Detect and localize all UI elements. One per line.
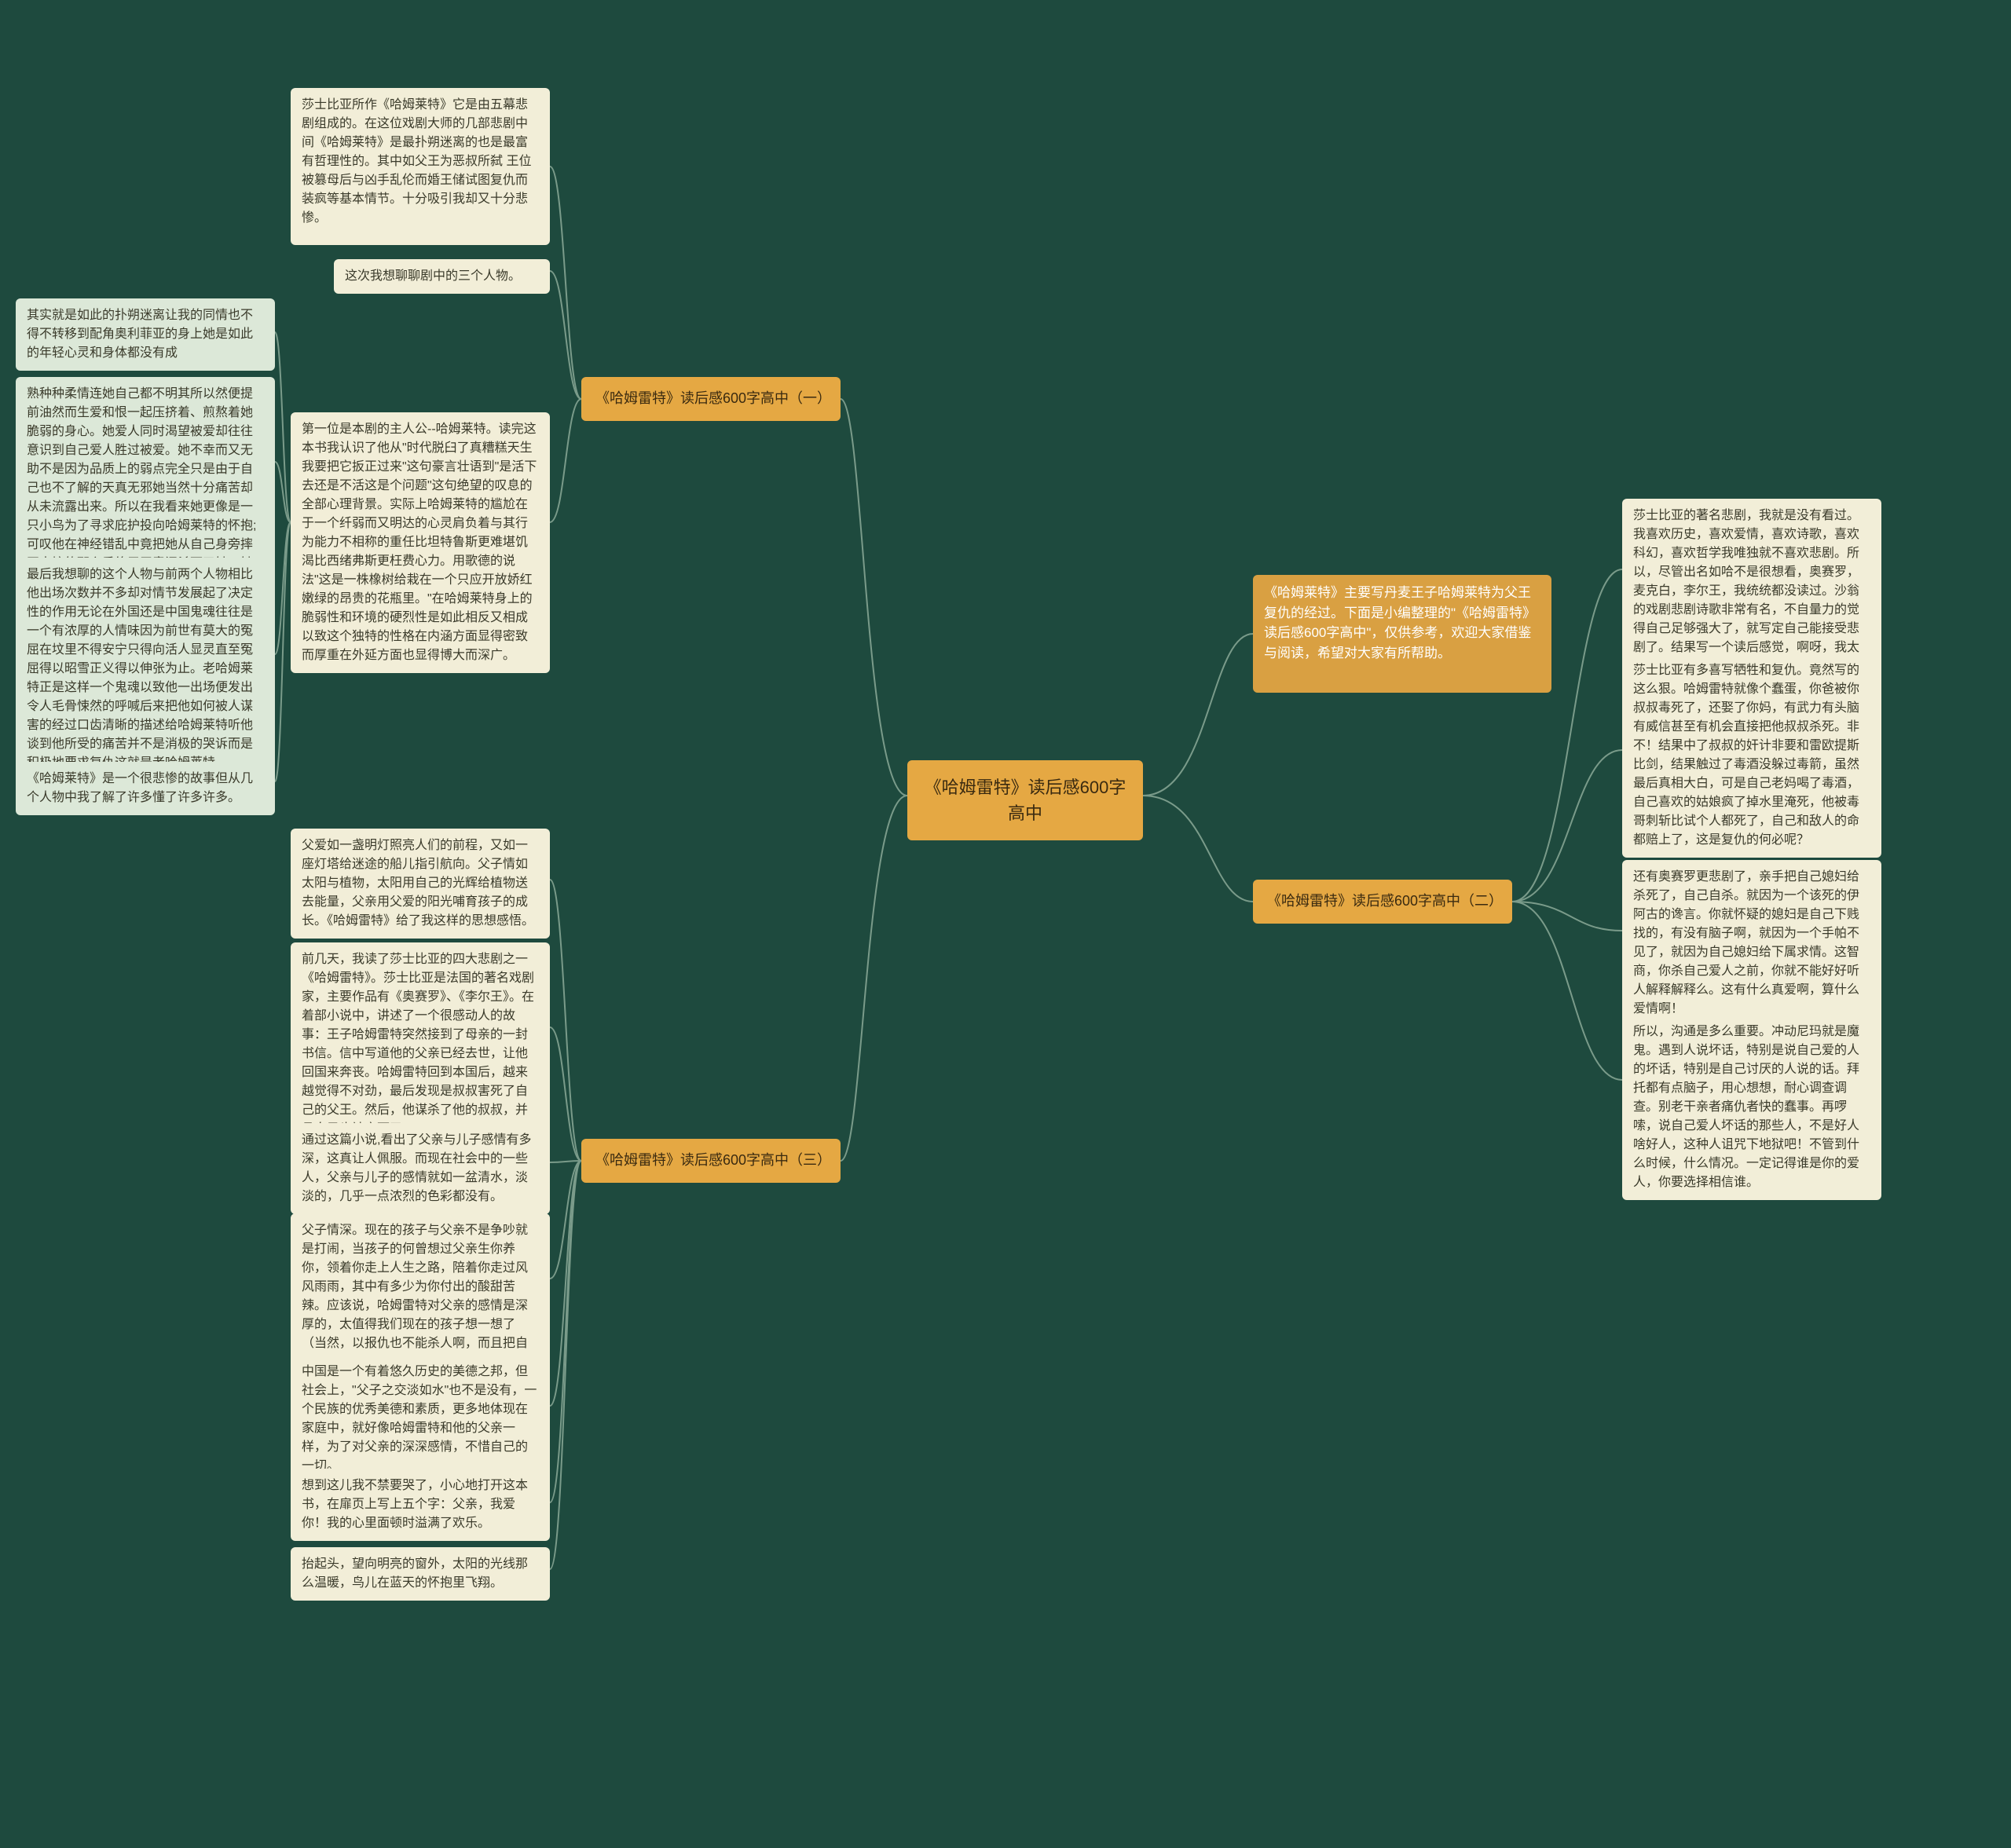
branch-2-leaf-2: 莎士比亚有多喜写牺牲和复仇。竟然写的这么狠。哈姆雷特就像个蠢蛋，你爸被你叔叔毒死…	[1622, 653, 1881, 858]
branch-3-leaf-7: 抬起头，望向明亮的窗外，太阳的光线那么温暖，鸟儿在蓝天的怀抱里飞翔。	[291, 1547, 550, 1601]
branch-2-leaf-4: 所以，沟通是多么重要。冲动尼玛就是魔鬼。遇到人说坏话，特别是说自己爱的人的坏话，…	[1622, 1015, 1881, 1200]
branch-3-leaf-1: 父爱如一盏明灯照亮人们的前程，又如一座灯塔给迷途的船儿指引航向。父子情如太阳与植…	[291, 829, 550, 939]
branch-1[interactable]: 《哈姆雷特》读后感600字高中（一）	[581, 377, 841, 421]
branch-2[interactable]: 《哈姆雷特》读后感600字高中（二）	[1253, 880, 1512, 924]
branch-2-leaf-3: 还有奥赛罗更悲剧了，亲手把自己媳妇给杀死了，自己自杀。就因为一个该死的伊阿古的谗…	[1622, 860, 1881, 1026]
branch-3-leaf-2: 前几天，我读了莎士比亚的四大悲剧之一《哈姆雷特》。莎士比亚是法国的著名戏剧家，主…	[291, 942, 550, 1147]
branch-1-leaf-3: 第一位是本剧的主人公--哈姆莱特。读完这本书我认识了他从"时代脱臼了真糟糕天生我…	[291, 412, 550, 673]
branch-1-sub-3: 最后我想聊的这个人物与前两个人物相比他出场次数并不多却对情节发展起了决定性的作用…	[16, 558, 275, 781]
branch-3-leaf-6: 想到这儿我不禁要哭了，小心地打开这本书，在扉页上写上五个字：父亲，我爱你！我的心…	[291, 1469, 550, 1541]
branch-3[interactable]: 《哈姆雷特》读后感600字高中（三）	[581, 1139, 841, 1183]
branch-1-sub-1: 其实就是如此的扑朔迷离让我的同情也不得不转移到配角奥利菲亚的身上她是如此的年轻心…	[16, 298, 275, 371]
branch-3-leaf-3: 通过这篇小说,看出了父亲与儿子感情有多深，这真让人佩服。而现在社会中的一些人，父…	[291, 1123, 550, 1214]
branch-1-leaf-1: 莎士比亚所作《哈姆莱特》它是由五幕悲剧组成的。在这位戏剧大师的几部悲剧中间《哈姆…	[291, 88, 550, 245]
branch-3-leaf-5: 中国是一个有着悠久历史的美德之邦，但社会上，"父子之交淡如水"也不是没有，一个民…	[291, 1355, 550, 1484]
branch-1-sub-4: 《哈姆莱特》是一个很悲惨的故事但从几个人物中我了解了许多懂了许多许多。	[16, 762, 275, 815]
intro-node: 《哈姆莱特》主要写丹麦王子哈姆莱特为父王复仇的经过。下面是小编整理的"《哈姆雷特…	[1253, 575, 1551, 693]
branch-1-leaf-2: 这次我想聊聊剧中的三个人物。	[334, 259, 550, 294]
root-node[interactable]: 《哈姆雷特》读后感600字高中	[907, 760, 1143, 840]
